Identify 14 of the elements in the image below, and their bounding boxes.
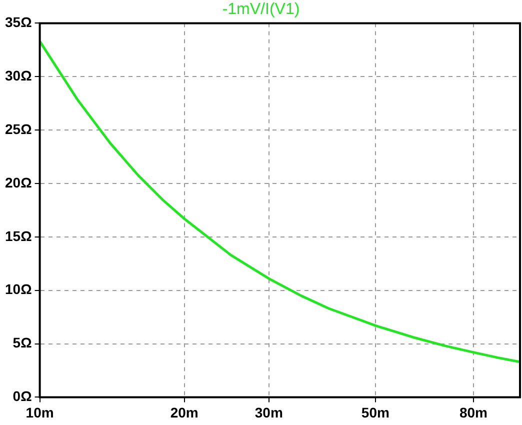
x-tick-label: 10m	[26, 404, 54, 420]
x-tick-label: 80m	[459, 404, 488, 420]
y-tick-label: 10Ω	[5, 281, 32, 298]
chart-title: -1mV/I(V1)	[222, 1, 300, 18]
y-tick-label: 30Ω	[5, 67, 32, 84]
y-tick-label: 0Ω	[12, 388, 32, 404]
x-tick-label: 30m	[254, 404, 283, 420]
y-tick-label: 25Ω	[5, 120, 32, 137]
x-tick-label: 50m	[361, 404, 390, 420]
x-tick-label: 20m	[170, 404, 198, 420]
y-tick-label: 5Ω	[12, 334, 32, 351]
y-tick-label: 35Ω	[5, 14, 32, 30]
y-tick-label: 15Ω	[5, 228, 32, 244]
y-tick-label: 20Ω	[5, 174, 32, 190]
